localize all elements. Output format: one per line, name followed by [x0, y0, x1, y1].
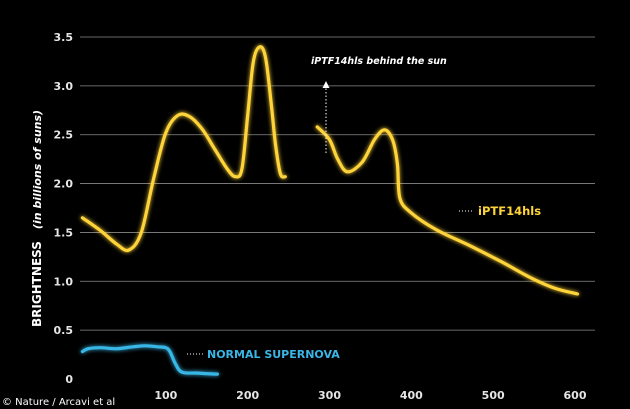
normal-supernova-label: NORMAL SUPERNOVA	[207, 348, 340, 361]
x-tick-label: 400	[400, 389, 423, 402]
gridlines	[80, 36, 595, 331]
y-axis-ticks: 0 0.5 1.0 1.5 2.0 2.5 3.0 3.5	[54, 31, 74, 386]
normal-supernova-line-segment-1	[80, 344, 219, 376]
x-tick-label: 600	[564, 389, 587, 402]
y-axis-label: BRIGHTNESS (in billions of suns)	[28, 110, 45, 327]
iptf14hls-line-segment-1	[80, 45, 287, 253]
iptf14hls-label: iPTF14hls	[478, 204, 541, 218]
x-tick-label: 100	[154, 389, 177, 402]
y-tick-label: 0.5	[54, 324, 74, 337]
x-tick-label: 300	[318, 389, 341, 402]
series-lines	[80, 45, 580, 376]
y-tick-label: 2.5	[54, 129, 74, 142]
x-tick-label: 500	[482, 389, 505, 402]
arrow-up-icon	[322, 81, 330, 88]
y-tick-label: 1.0	[54, 275, 74, 288]
behind-sun-annotation: iPTF14hls behind the sun	[311, 56, 447, 67]
iptf14hls-line-segment-2	[315, 125, 580, 296]
y-axis-label-unit: (in billions of suns)	[31, 110, 44, 229]
y-tick-label: 3.0	[54, 80, 74, 93]
y-axis-label-main: BRIGHTNESS	[30, 241, 44, 327]
x-tick-label: 200	[236, 389, 259, 402]
y-tick-label: 0	[65, 373, 73, 386]
y-tick-label: 1.5	[54, 226, 74, 239]
y-tick-label: 3.5	[54, 31, 74, 44]
x-axis-ticks: 100 200 300 400 500 600	[154, 389, 586, 402]
y-tick-label: 2.0	[54, 178, 74, 191]
credit-text: © Nature / Arcavi et al	[2, 397, 115, 408]
